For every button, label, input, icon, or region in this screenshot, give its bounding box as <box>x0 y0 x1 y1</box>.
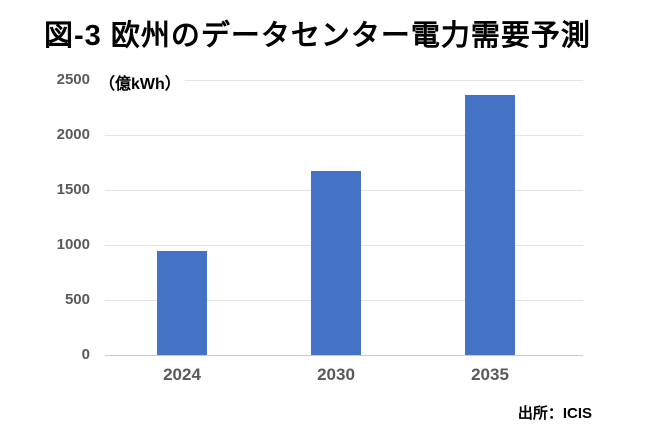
x-axis-line <box>105 355 583 356</box>
x-axis-tick-label: 2030 <box>317 365 355 384</box>
gridline <box>105 80 583 81</box>
x-axis-tick-label: 2035 <box>471 365 509 384</box>
y-axis-tick-label: 2500 <box>56 71 90 88</box>
y-axis-tick-label: 0 <box>81 346 90 363</box>
bar-2024 <box>157 250 207 355</box>
gridline <box>105 135 583 136</box>
x-axis-tick-label: 2024 <box>163 365 201 384</box>
bar-2035 <box>465 95 515 355</box>
bar-2030 <box>311 171 361 355</box>
y-axis-tick-label: 1500 <box>56 181 90 198</box>
source-note: 出所：ICIS <box>517 405 592 422</box>
chart-title: 図-3 欧州のデータセンター電力需要予測 <box>44 20 591 52</box>
y-axis-unit-label: （億kWh） <box>99 70 185 94</box>
y-axis-tick-label: 1000 <box>56 236 90 253</box>
y-axis-tick-label: 2000 <box>56 126 90 143</box>
y-axis-tick-label: 500 <box>64 291 90 308</box>
